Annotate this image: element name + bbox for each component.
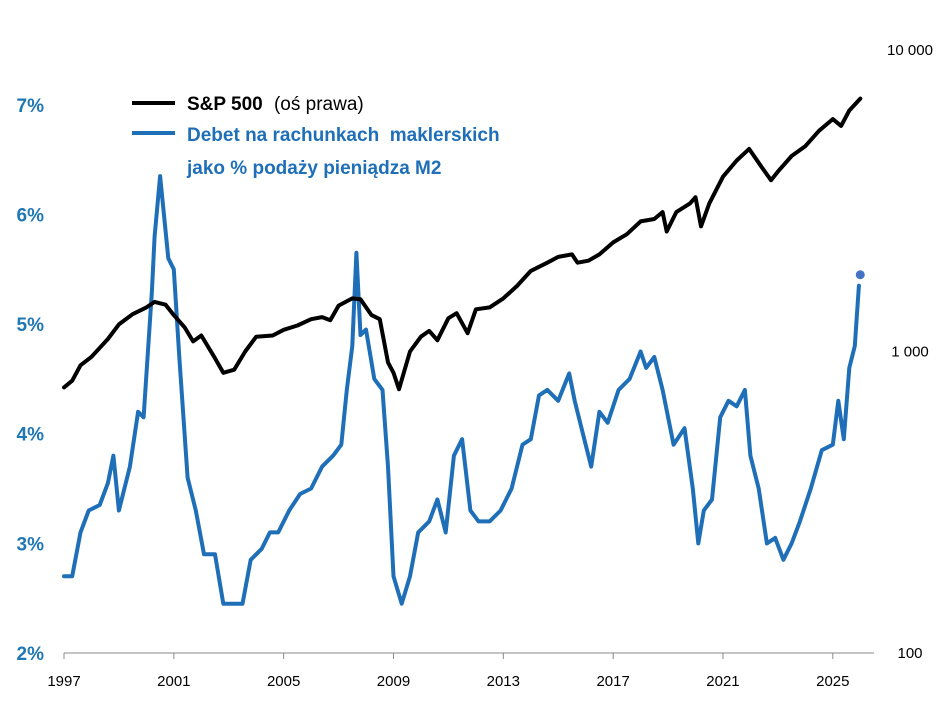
left-tick-label: 4% (17, 425, 45, 446)
left-tick-label: 6% (17, 205, 45, 226)
legend-note-sp500: (oś prawa) (274, 94, 364, 115)
right-tick-label: 1 000 (891, 344, 929, 361)
left-axis-ticks: 2% 3% 4% 5% 6% 7% (17, 96, 45, 665)
legend-label-sp500: S&P 500 (187, 94, 263, 115)
x-tick-label: 1997 (47, 673, 80, 690)
x-tick-label: 2009 (377, 673, 410, 690)
x-tick-label: 2001 (157, 673, 190, 690)
series-line-sp500 (62, 96, 863, 392)
right-tick-label: 10 000 (887, 42, 933, 59)
right-axis-ticks: 100 1 000 10 000 (887, 42, 933, 662)
series-layer (62, 96, 865, 606)
svg-text:S&P 500 (oś prawa): S&P 500 (oś prawa) (187, 94, 364, 115)
x-tick-label: 2005 (267, 673, 300, 690)
left-tick-label: 5% (17, 315, 45, 336)
left-tick-label: 3% (17, 534, 45, 555)
legend-label-margin-line2: jako % podaży pieniądza M2 (186, 158, 441, 179)
x-tick-label: 2021 (706, 673, 739, 690)
right-tick-label: 100 (897, 645, 922, 662)
x-tick-label: 2017 (596, 673, 629, 690)
x-axis-ticks: 1997 2001 2005 2009 2013 2017 2021 2025 (47, 653, 850, 690)
left-tick-label: 7% (17, 96, 45, 117)
x-tick-label: 2013 (487, 673, 520, 690)
x-tick-label: 2025 (816, 673, 849, 690)
left-tick-label: 2% (17, 644, 45, 665)
annotation-point (855, 270, 865, 280)
legend: S&P 500 (oś prawa) Debet na rachunkach m… (132, 94, 500, 179)
series-line-margin-debt (62, 174, 861, 606)
legend-label-margin-line1: Debet na rachunkach maklerskich (187, 125, 500, 146)
